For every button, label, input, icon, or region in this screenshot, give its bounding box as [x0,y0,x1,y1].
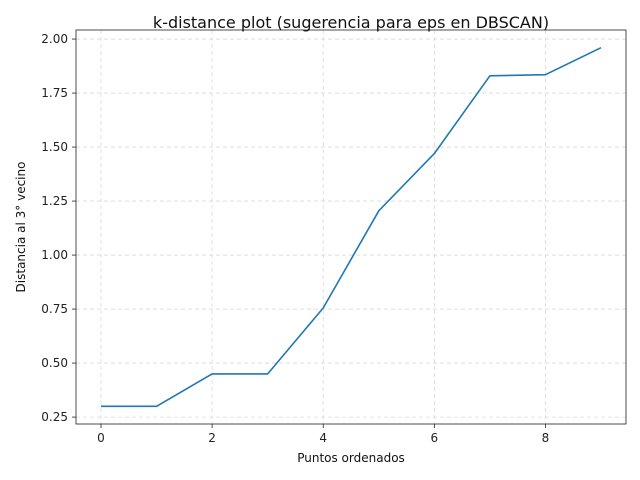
grid-lines [76,30,626,424]
y-tick-label: 1.75 [41,86,68,100]
chart-title: k-distance plot (sugerencia para eps en … [153,13,549,32]
x-tick-label: 0 [97,431,105,445]
y-tick-label: 1.00 [41,248,68,262]
series-layer [101,46,602,408]
y-tick-label: 1.25 [41,194,68,208]
x-tick-label: 8 [542,431,550,445]
x-axis-ticks: 0 2 4 6 8 [97,424,549,445]
y-axis-label: Distancia al 3° vecino [14,162,28,293]
series-line [101,46,602,408]
plot-frame [75,29,627,425]
x-tick-label: 6 [431,431,439,445]
x-tick-label: 4 [319,431,327,445]
y-tick-label: 0.25 [41,410,68,424]
x-tick-label: 2 [208,431,216,445]
y-tick-label: 0.75 [41,302,68,316]
y-tick-label: 1.50 [41,140,68,154]
y-tick-label: 2.00 [41,32,68,46]
y-axis-ticks: 0.25 0.50 0.75 1.00 1.25 1.50 1.75 2.00 [41,32,76,424]
x-axis-label: Puntos ordenados [297,451,405,465]
y-tick-label: 0.50 [41,356,68,370]
